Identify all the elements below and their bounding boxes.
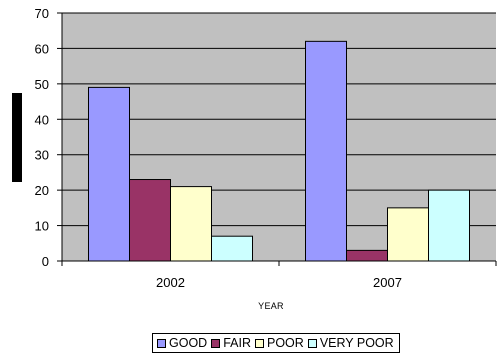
bar-chart: 0 10 20 30 40 50 60 70 2002 2007 YEAR <box>35 6 497 311</box>
legend-label: GOOD <box>169 336 208 350</box>
bar-fair-2007 <box>346 249 388 262</box>
y-tick-label: 0 <box>42 254 49 269</box>
y-tick-label: 50 <box>35 77 49 92</box>
legend-item: FAIR <box>211 336 251 350</box>
y-tick-label: 70 <box>35 6 49 21</box>
y-tick-label: 60 <box>35 41 49 56</box>
bar-good-2002 <box>88 86 130 262</box>
legend-item: POOR <box>255 336 304 350</box>
legend-swatch <box>255 338 264 348</box>
y-tick-labels: 0 10 20 30 40 50 60 70 <box>35 6 49 269</box>
y-tick-label: 10 <box>35 219 49 234</box>
legend-label: VERY POOR <box>319 336 394 350</box>
bar-good-2007 <box>305 40 347 262</box>
legend-label: FAIR <box>223 336 251 350</box>
y-tick-label: 40 <box>35 112 49 127</box>
x-tick-label: 2002 <box>156 275 185 290</box>
bar-poor-2002 <box>170 186 212 262</box>
legend-item: GOOD <box>157 336 207 350</box>
x-axis-label: YEAR <box>258 301 284 311</box>
legend-swatch <box>307 338 317 348</box>
bar-very-poor-2002 <box>211 235 253 262</box>
legend-label: POOR <box>267 336 304 350</box>
bar-fair-2002 <box>129 179 171 262</box>
x-tick-label: 2007 <box>373 275 402 290</box>
y-tick-label: 20 <box>35 183 49 198</box>
bar-very-poor-2007 <box>428 189 470 262</box>
y-tick-label: 30 <box>35 148 49 163</box>
legend-item: VERY POOR <box>307 336 394 350</box>
axes <box>57 12 497 266</box>
legend-swatch <box>157 338 166 348</box>
x-tick-labels: 2002 2007 <box>156 275 402 290</box>
legend: GOOD FAIR POOR VERY POOR <box>152 333 400 353</box>
legend-swatch <box>211 338 221 348</box>
y-axis-label-block <box>12 93 22 182</box>
bar-poor-2007 <box>387 207 429 262</box>
